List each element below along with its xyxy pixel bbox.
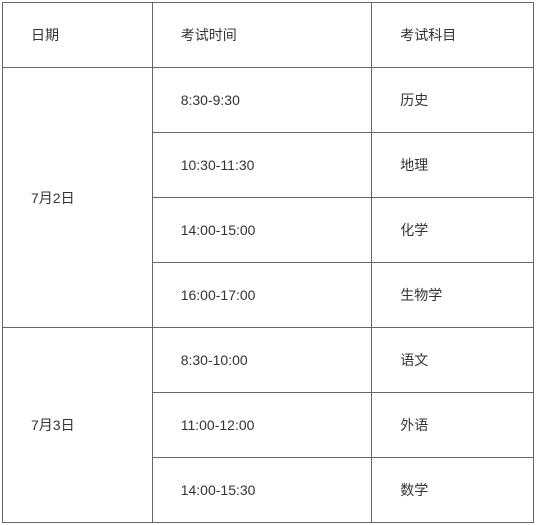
subject-cell: 地理 [372,133,534,198]
time-cell: 10:30-11:30 [152,133,372,198]
subject-cell: 化学 [372,198,534,263]
subject-cell: 历史 [372,68,534,133]
time-cell: 14:00-15:00 [152,198,372,263]
subject-cell: 生物学 [372,263,534,328]
subject-cell: 外语 [372,393,534,458]
table-row: 7月2日 8:30-9:30 历史 [3,68,534,133]
date-cell: 7月2日 [3,68,153,328]
subject-cell: 数学 [372,458,534,523]
time-cell: 14:00-15:30 [152,458,372,523]
time-cell: 8:30-10:00 [152,328,372,393]
time-cell: 8:30-9:30 [152,68,372,133]
date-cell: 7月3日 [3,328,153,523]
exam-schedule-table: 日期 考试时间 考试科目 7月2日 8:30-9:30 历史 10:30-11:… [2,2,534,523]
header-time: 考试时间 [152,3,372,68]
header-subject: 考试科目 [372,3,534,68]
time-cell: 16:00-17:00 [152,263,372,328]
subject-cell: 语文 [372,328,534,393]
header-date: 日期 [3,3,153,68]
table-row: 7月3日 8:30-10:00 语文 [3,328,534,393]
table-header-row: 日期 考试时间 考试科目 [3,3,534,68]
time-cell: 11:00-12:00 [152,393,372,458]
